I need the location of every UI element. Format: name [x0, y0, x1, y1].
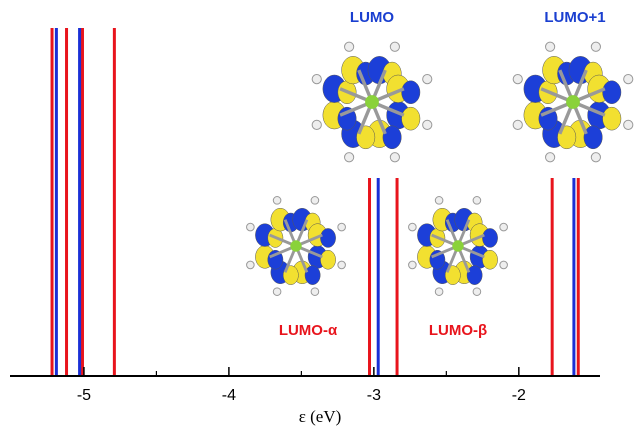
x-tick-label: -5: [77, 387, 91, 404]
orbital-lobe: [603, 107, 621, 130]
atom: [312, 75, 321, 84]
molecule: [247, 197, 346, 296]
atom: [345, 42, 354, 51]
molecule: [409, 197, 508, 296]
orbital-lobe: [402, 107, 420, 130]
orbital-lobe: [482, 228, 497, 247]
atom: [624, 120, 633, 129]
atom: [473, 197, 481, 205]
atom: [624, 75, 633, 84]
orbital-lobe: [584, 126, 602, 149]
page: ε (eV) -5-4-3-2LUMOLUMO+1LUMO-αLUMO-β ((…: [0, 0, 642, 431]
atom: [546, 42, 555, 51]
atom: [312, 120, 321, 129]
orbital-lobe: [320, 250, 335, 269]
atom: [435, 197, 443, 205]
atom: [390, 153, 399, 162]
annotation: LUMO+1: [544, 9, 605, 26]
x-tick-label: -4: [222, 387, 236, 404]
x-tick-label: -3: [367, 387, 381, 404]
atom: [409, 261, 417, 269]
atom: [423, 120, 432, 129]
orbital-lobe: [320, 228, 335, 247]
orbital-lobe: [482, 250, 497, 269]
atom: [247, 261, 255, 269]
atom: [591, 42, 600, 51]
atom: [390, 42, 399, 51]
atom: [513, 75, 522, 84]
atom: [345, 153, 354, 162]
atom: [591, 153, 600, 162]
metal-atom: [566, 95, 580, 109]
annotation: LUMO: [350, 9, 394, 26]
atom: [247, 223, 255, 231]
annotation: LUMO-β: [429, 322, 487, 339]
atom: [311, 197, 319, 205]
atom: [409, 223, 417, 231]
molecule: [312, 42, 432, 162]
metal-atom: [290, 240, 301, 251]
chart: ε (eV) -5 -4 -3 -2 LUMO LUMO+1 LUMO-α LUMO-β: [0, 0, 642, 431]
orbital-lobe: [467, 266, 482, 285]
atom: [273, 197, 281, 205]
atom: [473, 288, 481, 296]
annotation: LUMO-α: [279, 322, 338, 339]
atom: [513, 120, 522, 129]
atom: [546, 153, 555, 162]
metal-atom: [365, 95, 379, 109]
x-tick-label: -2: [512, 387, 526, 404]
atom: [423, 75, 432, 84]
orbital-lobe: [383, 126, 401, 149]
orbital-lobe: [603, 81, 621, 104]
orbital-lobe: [305, 266, 320, 285]
x-axis-label: ε (eV): [299, 407, 342, 426]
atom: [311, 288, 319, 296]
atom: [500, 261, 508, 269]
atom: [338, 223, 346, 231]
atom: [435, 288, 443, 296]
atom: [273, 288, 281, 296]
orbital-lobe: [402, 81, 420, 104]
atom: [500, 223, 508, 231]
metal-atom: [452, 240, 463, 251]
molecule: [513, 42, 633, 162]
atom: [338, 261, 346, 269]
